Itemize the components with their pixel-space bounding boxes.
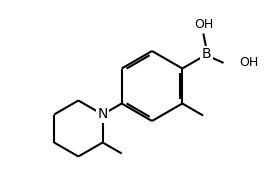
Text: B: B — [202, 48, 211, 61]
Text: OH: OH — [239, 56, 259, 69]
Text: N: N — [97, 107, 108, 121]
Text: OH: OH — [194, 18, 213, 31]
Text: N: N — [97, 107, 108, 121]
